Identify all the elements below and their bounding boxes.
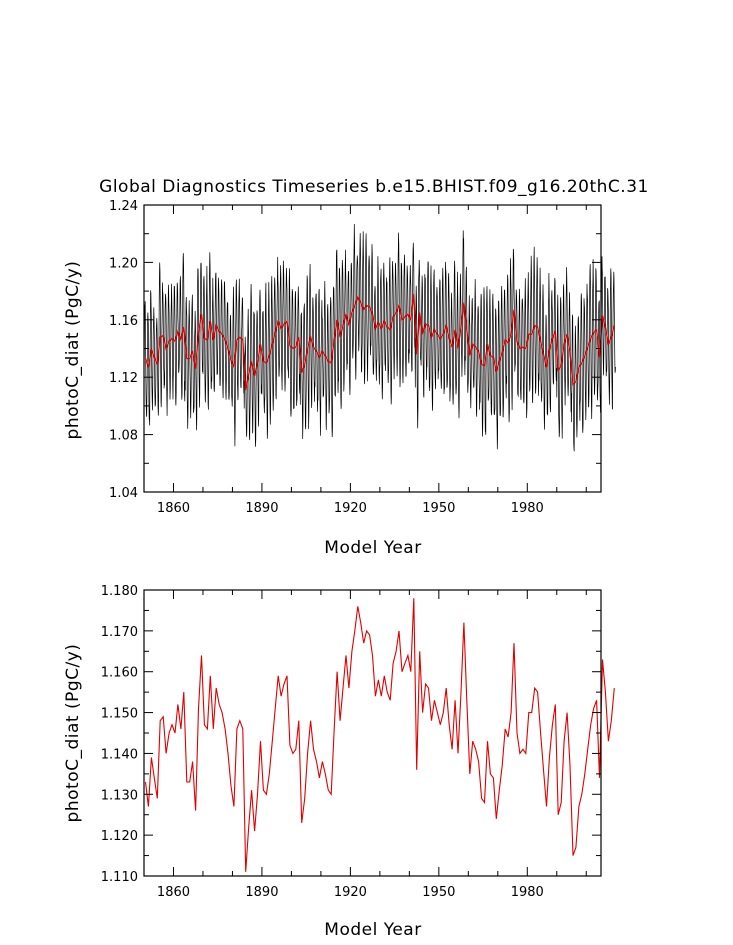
bottom-y-axis-label: photoC_diat (PgC/y) [63,644,83,823]
top-y-tick-label: 1.16 [109,314,138,329]
top-y-axis-label: photoC_diat (PgC/y) [63,261,83,440]
bottom-x-tick-label: 1980 [511,885,544,900]
top-plot-area [143,223,616,452]
bottom-annual-mean-line [144,598,615,872]
top-y-tick-label: 1.08 [109,429,138,444]
bottom-y-tick-label: 1.170 [101,625,138,640]
top-x-tick-label: 1980 [511,501,544,516]
bottom-y-tick-label: 1.180 [101,584,138,599]
bottom-x-tick-label: 1890 [245,885,278,900]
top-x-tick-label: 1950 [422,501,455,516]
bottom-y-tick-label: 1.150 [101,707,138,722]
top-plot-frame [143,204,602,493]
bottom-x-axis-label: Model Year [324,920,421,940]
top-axes: 1860 1890 1920 1950 1980 1.04 1.08 1.12 1.16 1.20… [109,199,601,516]
top-x-tick-label: 1860 [157,501,190,516]
bottom-y-tick-label: 1.130 [101,788,138,803]
bottom-x-tick-label: 1950 [422,885,455,900]
monthly-series-line [143,223,616,452]
top-x-axis-label: Model Year [324,538,421,558]
bottom-y-tick-label: 1.110 [101,870,138,885]
bottom-plot-frame [143,589,602,877]
top-x-tick-label: 1920 [334,501,367,516]
top-x-tick-label: 1890 [245,501,278,516]
chart-title: Global Diagnostics Timeseries b.e15.BHIS… [99,177,649,197]
bottom-x-tick-label: 1860 [157,885,190,900]
bottom-y-tick-label: 1.160 [101,666,138,681]
bottom-y-tick-label: 1.140 [101,747,138,762]
top-y-tick-label: 1.20 [109,256,138,271]
top-y-tick-label: 1.24 [109,199,138,214]
top-annual-mean-line [144,293,615,391]
bottom-plot-area [144,598,615,872]
bottom-y-tick-label: 1.120 [101,829,138,844]
bottom-x-tick-label: 1920 [334,885,367,900]
top-panel: 1860 1890 1920 1950 1980 1.04 1.08 1.12 1.16 1.20… [63,199,616,558]
top-y-tick-label: 1.04 [109,486,138,501]
bottom-axes: 1860 1890 1920 1950 1980 1.110 1.120 1.130 1.140… [101,584,601,900]
top-y-tick-label: 1.12 [109,371,138,386]
bottom-panel: 1860 1890 1920 1950 1980 1.110 1.120 1.130 1.140… [63,584,615,940]
